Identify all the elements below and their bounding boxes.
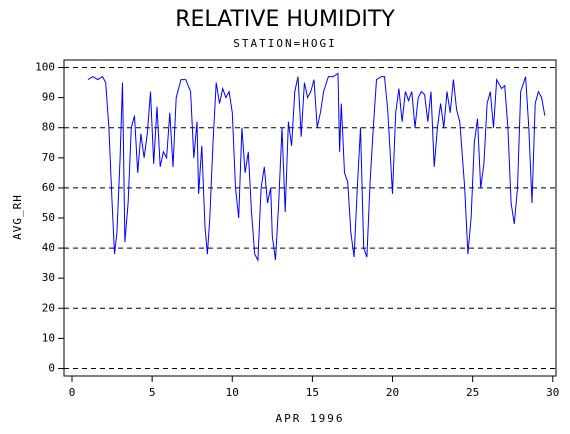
x-tick-label: 20 [386,386,399,399]
x-tick-label: 25 [466,386,479,399]
x-tick-label: 15 [306,386,319,399]
y-tick-label: 100 [35,61,55,74]
x-tick-label: 0 [69,386,76,399]
plot-frame [63,59,557,377]
x-tick-label: 10 [226,386,239,399]
y-tick-label: 50 [42,211,55,224]
y-axis-label: AVG_RH [11,194,24,240]
y-tick-label: 20 [42,301,55,314]
y-tick-label: 90 [42,91,55,104]
y-tick-label: 60 [42,181,55,194]
chart-title: RELATIVE HUMIDITY [175,7,395,32]
y-tick-label: 10 [42,331,55,344]
y-tick-label: 80 [42,121,55,134]
y-tick-label: 0 [48,361,55,374]
y-tick-label: 40 [42,241,55,254]
chart-subtitle: STATION=HOGI [233,37,336,50]
x-tick-label: 30 [546,386,559,399]
x-tick-label: 5 [149,386,156,399]
y-tick-label: 70 [42,151,55,164]
x-axis-label: APR 1996 [276,412,345,425]
y-tick-label: 30 [42,271,55,284]
data-line [87,72,546,262]
